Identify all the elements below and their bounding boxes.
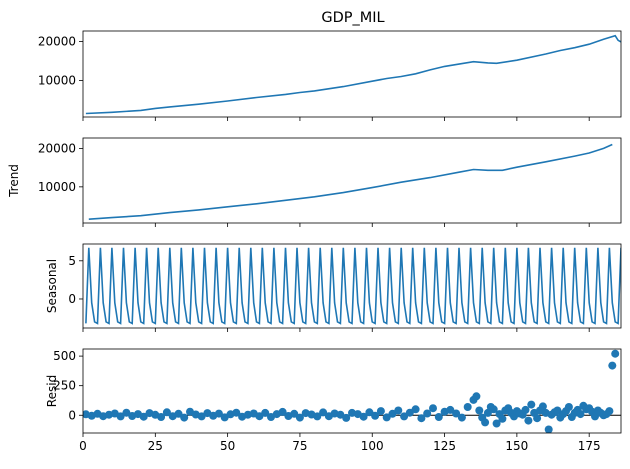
resid-point [489,405,498,414]
resid-point [524,416,533,425]
resid-point [498,414,507,423]
trend-ylabel: Trend [7,164,21,198]
resid-point [359,412,368,421]
x-tick-label: 125 [433,439,456,453]
resid-point [411,405,420,414]
resid-point [533,414,542,423]
resid-point [122,408,131,417]
seasonal-ylabel: Seasonal [45,259,59,313]
y-tick-label: 500 [53,349,76,363]
resid-point [481,418,490,427]
panel-observed: 10000 20000 [38,30,622,121]
resid-ylabel: Resid [45,375,59,407]
x-tick-label: 75 [292,439,307,453]
resid-point [214,409,223,418]
y-tick-label: 0 [68,292,76,306]
resid-point [475,406,484,415]
plot-area-seasonal [85,247,621,325]
resid-point [538,402,547,411]
resid-point [429,404,437,413]
resid-point [174,409,183,418]
y-tick-label: 20000 [38,35,76,49]
resid-point [232,408,241,417]
resid-point [295,413,304,422]
resid-point [139,412,148,421]
seasonal-series-line [85,247,621,325]
x-tick-label: 175 [578,439,601,453]
resid-point [388,409,397,418]
resid-point [278,407,287,416]
panel-seasonal: 0 5 Seasonal [45,243,622,332]
resid-point [564,403,573,411]
x-tick-label: 150 [505,439,528,453]
resid-point [483,408,492,417]
resid-point [544,425,553,433]
resid-point [553,406,562,415]
resid-point [446,405,455,414]
y-tick-label: 0 [68,408,76,422]
resid-point [290,409,299,418]
resid-point [371,411,380,420]
resid-point [400,412,409,421]
resid-point [423,409,432,418]
resid-point [313,412,322,421]
resid-point [394,406,403,415]
resid-point [452,409,461,418]
resid-point [376,407,385,416]
y-tick-label: 5 [68,254,76,268]
resid-point [463,403,472,411]
panel-resid: 0 25 50 75 100 125 150 175 0 250 500 Resid [45,348,622,453]
resid-point [591,412,599,421]
x-tick-label: 50 [220,439,235,453]
resid-point [116,412,125,421]
y-tick-label: 10000 [38,180,76,194]
panel-trend: 10000 20000 Trend [7,137,622,227]
resid-point [417,414,426,423]
resid-point [162,408,171,417]
resid-point [576,410,585,419]
observed-series-line [85,34,621,115]
figure-title: GDP_MIL [321,10,384,26]
y-tick-label: 20000 [38,141,76,155]
resid-point [527,400,536,409]
plot-area-trend [88,143,613,220]
resid-point [157,413,166,421]
y-tick-label: 10000 [38,73,76,87]
panel-frame [82,30,622,118]
resid-point [261,408,270,417]
resid-point [605,407,614,416]
x-tick-label: 0 [79,439,87,453]
resid-point [382,413,391,422]
panel-frame [82,243,622,329]
resid-point [457,413,466,422]
panel-frame [82,348,622,434]
resid-point [472,392,481,401]
resid-point [434,413,443,421]
chart-panels: 10000 20000 10000 20000 Trend 0 5 Seasonal 0 25 50… [7,30,622,453]
resid-point [492,419,501,428]
plot-area-observed [85,34,621,115]
x-tick-label: 25 [148,439,163,453]
resid-point [255,412,264,421]
y-tick-label: 250 [53,379,76,393]
resid-point [608,361,617,370]
trend-series-line [88,143,613,220]
resid-point [180,413,189,422]
resid-point [405,408,414,417]
resid-point [342,413,351,422]
resid-point [521,405,530,414]
resid-point [611,349,620,358]
plot-area-resid [83,349,621,433]
panel-frame [82,137,622,224]
resid-point [197,412,206,421]
x-tick-label: 100 [361,439,384,453]
resid-point [319,408,328,417]
